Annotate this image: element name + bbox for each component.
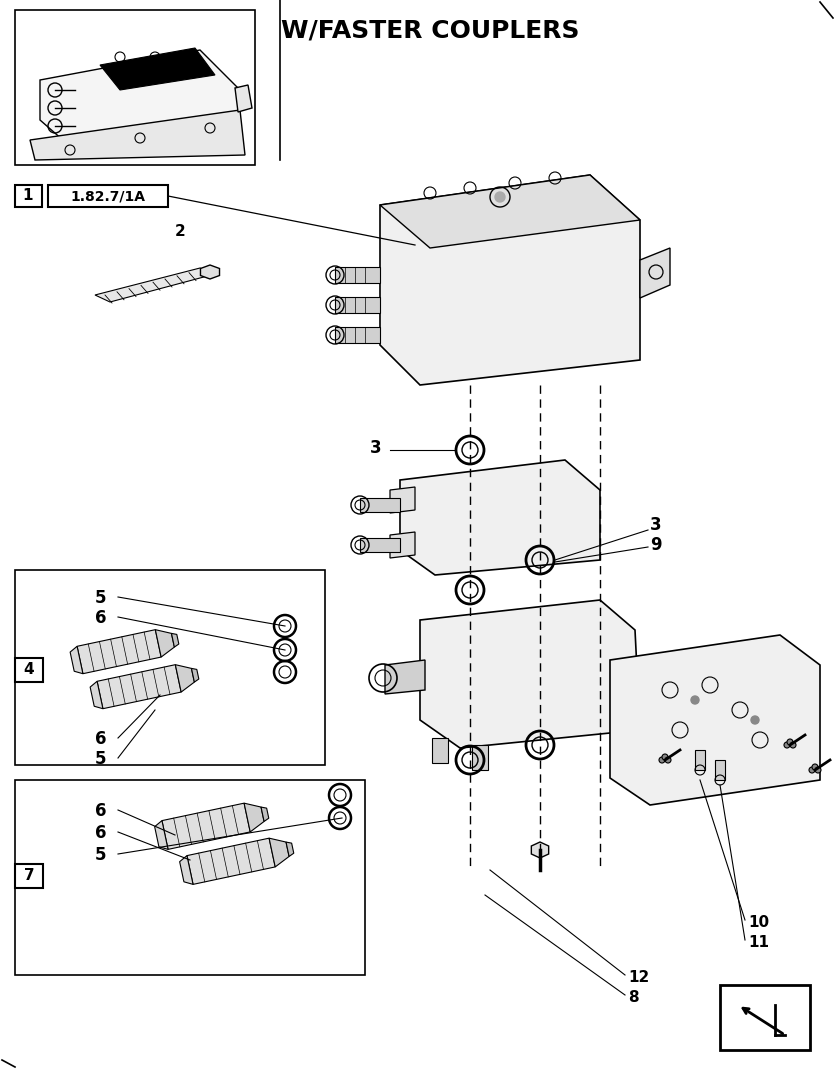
Bar [720,985,810,1050]
Polygon shape [154,821,168,850]
Polygon shape [192,668,198,682]
Text: 9: 9 [650,536,661,554]
Polygon shape [286,842,294,856]
Polygon shape [360,538,400,552]
Polygon shape [200,265,219,279]
Polygon shape [335,297,380,313]
Bar [15,659,43,682]
Bar [48,185,168,207]
Circle shape [665,757,671,763]
Bar [15,185,42,207]
Bar [15,780,365,975]
Text: 4: 4 [23,663,34,678]
Polygon shape [40,50,240,155]
Polygon shape [162,803,250,850]
Polygon shape [95,268,215,303]
Polygon shape [175,665,194,692]
Polygon shape [390,487,415,513]
Text: 1.82.7/1A: 1.82.7/1A [71,189,145,203]
Polygon shape [610,635,820,805]
Text: 5: 5 [95,589,107,607]
Polygon shape [420,600,640,748]
Text: 3: 3 [650,516,661,534]
Polygon shape [695,750,705,770]
Circle shape [784,742,790,748]
Text: 1: 1 [23,188,33,203]
Polygon shape [70,647,83,673]
Circle shape [790,742,796,748]
Text: 5: 5 [95,750,107,768]
Polygon shape [244,803,264,832]
Polygon shape [261,807,269,821]
Circle shape [815,766,821,773]
Bar [15,570,325,765]
Polygon shape [531,842,549,858]
Polygon shape [179,855,193,884]
Text: 3: 3 [370,439,382,458]
Circle shape [809,766,815,773]
Polygon shape [90,681,103,709]
Circle shape [751,716,759,724]
Text: 10: 10 [748,915,769,930]
Bar [15,864,43,888]
Polygon shape [235,86,252,112]
Text: W/FASTER COUPLERS: W/FASTER COUPLERS [281,18,580,42]
Polygon shape [335,327,380,343]
Circle shape [495,192,505,202]
Polygon shape [432,738,448,763]
Text: 6: 6 [95,802,107,820]
Circle shape [812,764,818,770]
Polygon shape [97,665,181,709]
Text: 8: 8 [628,990,639,1005]
Text: 12: 12 [628,970,649,985]
Text: 6: 6 [95,730,107,748]
Polygon shape [715,760,725,780]
Circle shape [659,757,665,763]
Polygon shape [269,838,289,867]
Polygon shape [172,634,178,647]
Polygon shape [400,460,600,575]
Text: 5: 5 [95,846,107,864]
Text: 6: 6 [95,824,107,842]
Circle shape [787,739,793,745]
Polygon shape [335,267,380,283]
Text: 7: 7 [23,868,34,883]
Polygon shape [385,660,425,694]
Circle shape [691,696,699,704]
Polygon shape [640,248,670,298]
Polygon shape [360,498,400,512]
Circle shape [662,754,668,760]
Polygon shape [380,175,640,385]
Polygon shape [187,838,275,884]
Polygon shape [472,745,488,770]
Polygon shape [155,630,174,657]
Bar [15,10,255,165]
Polygon shape [77,630,161,673]
Polygon shape [100,48,215,90]
Polygon shape [390,532,415,558]
Text: 6: 6 [95,609,107,628]
Polygon shape [380,175,640,248]
Text: 2: 2 [175,224,186,239]
Polygon shape [30,110,245,160]
Text: 11: 11 [748,935,769,950]
